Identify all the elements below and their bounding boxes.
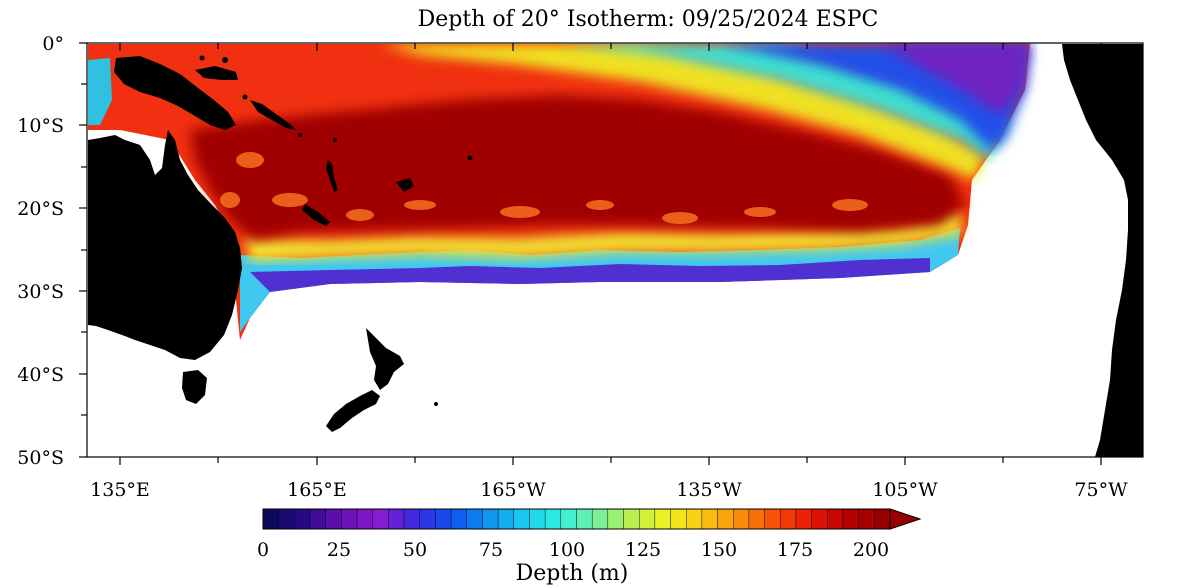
depth-northern-yellow-band [380,44,985,180]
solomon-islands-land [250,100,296,130]
depth-eastern-purple-pool [880,44,1030,115]
colorbar-cell [576,508,593,530]
colorbar-tick: 50 [403,539,427,561]
small-islands [199,55,473,406]
lat-label: 10°S [17,115,64,137]
depth-northern-cyan-band [560,44,1010,160]
lon-label: 75°W [1074,479,1128,501]
colorbar-cell [403,508,420,530]
colorbar-tick: 0 [257,539,269,561]
colorbar-cell [560,508,577,530]
colorbar-cell [497,508,515,530]
colorbar-cell [811,508,828,530]
depth-southern-purple-edge [250,258,930,292]
lon-label: 135°W [676,479,742,501]
lon-label: 165°W [480,479,546,501]
depth-speckles [220,152,868,224]
colorbar-cell [874,508,891,530]
depth-core-deep [190,95,965,240]
colorbar-cell [450,508,467,530]
new-zealand-north-land [366,328,404,390]
colorbar-cell [482,508,499,530]
colorbar-cell [513,508,530,530]
colorbar-cell [278,508,295,530]
longitude-labels: 135°E 165°E 165°W 135°W 105°W 75°W [90,479,1128,501]
colorbar-tick: 75 [479,539,503,561]
map-frame [79,42,1144,465]
colorbar-tick: 200 [853,539,889,561]
lat-label: 20°S [17,198,64,220]
lat-label: 30°S [17,281,64,303]
colorbar-cell [372,508,389,530]
colorbar-cell [639,508,656,530]
land-masses [88,44,1143,457]
new-zealand-south-land [326,390,380,432]
new-caledonia-land [302,204,330,226]
tasmania-land [182,370,207,404]
colorbar-cell [325,508,342,530]
colorbar-tick: 150 [701,539,737,561]
fiji-land [396,178,414,192]
new-guinea-land [114,56,236,130]
colorbar: 0 25 50 75 100 125 150 175 200 Depth (m) [257,508,922,586]
colorbar-cell [294,508,311,530]
colorbar-cell [309,508,326,530]
colorbar-cell [795,508,812,530]
lon-label: 165°E [287,479,347,501]
plot-area [87,43,1143,457]
vanuatu-land [326,160,338,192]
depth-field [88,44,1030,340]
colorbar-tick-labels: 0 25 50 75 100 125 150 175 200 [257,539,889,561]
colorbar-cell [654,508,671,530]
colorbar-cell [435,508,452,530]
lat-label: 0° [42,33,64,55]
colorbar-cell [764,508,781,530]
depth-western-cyan-patch [88,58,112,125]
lon-label: 135°E [90,479,150,501]
colorbar-frame [262,508,891,530]
lat-label: 40°S [17,364,64,386]
colorbar-cell [341,508,358,530]
colorbar-tick: 100 [549,539,585,561]
colorbar-cell [827,508,844,530]
depth-southern-transition [245,210,962,262]
new-britain-land [195,66,238,80]
latitude-labels: 0° 10°S 20°S 30°S 40°S 50°S [17,33,64,469]
colorbar-cell [623,508,640,530]
colorbar-cell [544,508,562,530]
colorbar-cell [356,508,373,530]
colorbar-label: Depth (m) [516,561,629,586]
colorbar-cells [262,508,891,530]
colorbar-cell [388,508,405,530]
colorbar-cell [262,508,279,530]
map-title: Depth of 20° Isotherm: 09/25/2024 ESPC [418,7,879,32]
colorbar-cell [686,508,703,530]
colorbar-cell [607,508,624,530]
colorbar-cell [529,508,546,530]
colorbar-tick: 125 [625,539,661,561]
colorbar-tick: 175 [777,539,813,561]
colorbar-cell [780,508,797,530]
colorbar-cell [842,508,859,530]
colorbar-cell [858,508,875,530]
lon-label: 105°W [872,479,938,501]
colorbar-cell [591,508,609,530]
south-america-land [1062,44,1143,457]
colorbar-cell [419,508,436,530]
australia-land [88,130,242,360]
colorbar-cell [748,508,765,530]
colorbar-tick: 25 [327,539,351,561]
colorbar-extend-arrow [889,508,922,530]
lat-label: 50°S [17,447,64,469]
colorbar-cell [733,508,750,530]
colorbar-cell [701,508,718,530]
colorbar-cell [670,508,687,530]
colorbar-cell [466,508,483,530]
colorbar-cell [717,508,734,530]
